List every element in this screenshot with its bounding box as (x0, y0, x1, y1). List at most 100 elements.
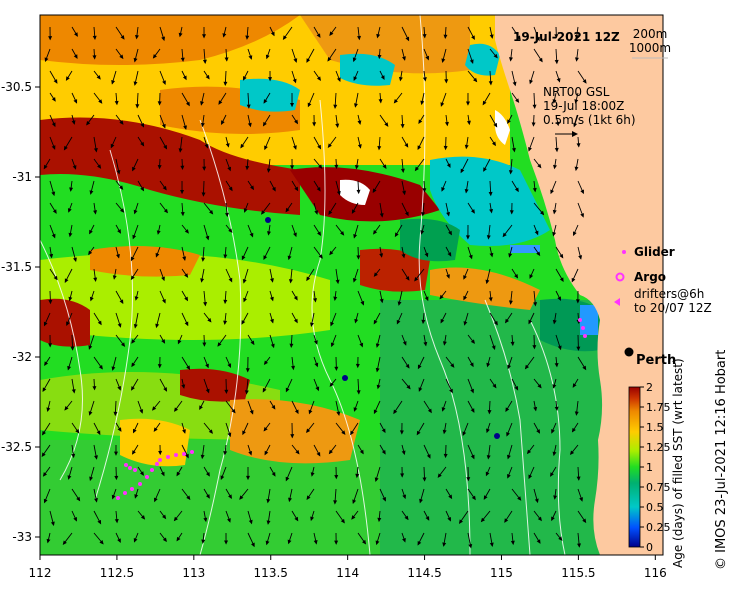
current-vector-head (507, 454, 511, 460)
current-vector-head (556, 77, 561, 83)
current-vector-head (249, 232, 254, 238)
drifter-point (190, 450, 194, 454)
current-vector-head (340, 231, 345, 236)
colorbar (628, 386, 641, 548)
current-vector-head (574, 57, 579, 62)
current-vector-head (224, 57, 229, 62)
colorbar-tick-label: 0.75 (646, 481, 671, 494)
x-tick-label: 113.5 (254, 566, 288, 580)
current-vector-head (354, 165, 359, 170)
depth-contours (40, 15, 566, 555)
current-vector-head (470, 339, 475, 344)
current-vector-head (247, 122, 252, 128)
current-vector-head (268, 77, 273, 82)
drifter-point (128, 466, 132, 470)
current-vector-head (51, 145, 56, 150)
current-vector-head (336, 190, 341, 196)
current-vector-head (271, 404, 276, 410)
current-vector-head (471, 35, 475, 40)
current-vector-head (53, 79, 58, 84)
current-vector-head (184, 321, 189, 327)
current-vector-head (316, 33, 321, 38)
drifter-point (581, 326, 585, 330)
x-tick-label: 112.5 (100, 566, 134, 580)
current-vector-head (228, 277, 233, 283)
current-vector-head (51, 122, 56, 128)
current-vector-head (97, 164, 102, 169)
current-vector-head (352, 57, 357, 63)
current-vector-head (514, 385, 519, 391)
current-vector-head (69, 187, 74, 192)
current-vector-head (260, 210, 266, 215)
current-vector-head (97, 320, 102, 326)
current-vector-head (292, 145, 297, 150)
current-vector-head (505, 407, 510, 412)
current-vector-head (379, 253, 384, 258)
current-vector-head (173, 407, 179, 412)
current-vector-head (133, 209, 138, 215)
current-vector-head (51, 191, 56, 197)
current-vector-head (133, 324, 138, 329)
current-vector-head (316, 187, 321, 192)
current-vector-head (154, 497, 158, 503)
current-vector-head (227, 518, 231, 523)
current-vector-head (327, 56, 332, 62)
current-vector-head (294, 516, 299, 522)
current-vector-head (114, 475, 119, 481)
current-vector-head (111, 366, 116, 371)
current-vector-head (270, 343, 275, 349)
current-vector-head (294, 409, 299, 415)
current-vector-head (336, 411, 341, 416)
current-vector-head (351, 515, 356, 520)
current-vector-head (116, 170, 121, 175)
current-vector-head (574, 166, 579, 172)
current-vector-head (468, 254, 473, 260)
current-vector-head (185, 101, 190, 107)
current-vector-head (52, 209, 57, 214)
current-vector-head (227, 166, 232, 172)
current-vector-head (469, 59, 474, 64)
current-vector-head (313, 540, 318, 545)
current-vector-head (205, 363, 209, 369)
current-vector-head (94, 498, 98, 503)
current-vector-head (405, 276, 410, 281)
current-vector-head (93, 148, 98, 153)
current-vector-head (511, 147, 516, 153)
current-vector-head (318, 254, 323, 259)
current-vector-head (180, 211, 185, 217)
current-vector-head (315, 386, 320, 392)
current-vector-head (119, 185, 124, 190)
current-vector-head (263, 426, 268, 432)
current-vector-head (377, 146, 382, 151)
drifter-point (124, 463, 128, 467)
current-vector-head (270, 318, 274, 324)
current-vector-head (510, 540, 515, 546)
current-vector-head (307, 102, 312, 108)
current-vector-head (220, 475, 225, 481)
current-vector-head (414, 166, 419, 172)
current-vector-head (441, 58, 446, 63)
current-vector-head (404, 211, 409, 217)
current-vector-head (46, 407, 51, 412)
current-vector-head (573, 122, 578, 128)
current-vector-head (88, 345, 93, 350)
current-vector-head (373, 319, 378, 325)
current-vector-head (353, 234, 358, 239)
current-vector-head (313, 340, 318, 345)
y-tick-label: -33 (12, 530, 32, 544)
current-vector-head (512, 81, 517, 87)
contour-label-1000: 1000m (629, 41, 671, 55)
current-vector-head (48, 299, 53, 305)
current-vector-head (554, 406, 559, 412)
current-vector-head (353, 407, 358, 412)
map-title: 19-Jul-2021 12Z (513, 30, 620, 44)
current-vector-head (373, 409, 378, 415)
current-vector-head (76, 496, 81, 502)
current-vector-head (440, 318, 445, 324)
current-vector-head (489, 34, 494, 39)
current-vector-head (441, 407, 446, 412)
current-vector-head (70, 346, 75, 351)
current-vector-head (529, 79, 534, 85)
current-vector-head (117, 323, 122, 328)
colorbar-ticks: 0 0.25 0.5 0.75 1 1.25 1.5 1.75 2 (640, 381, 671, 554)
